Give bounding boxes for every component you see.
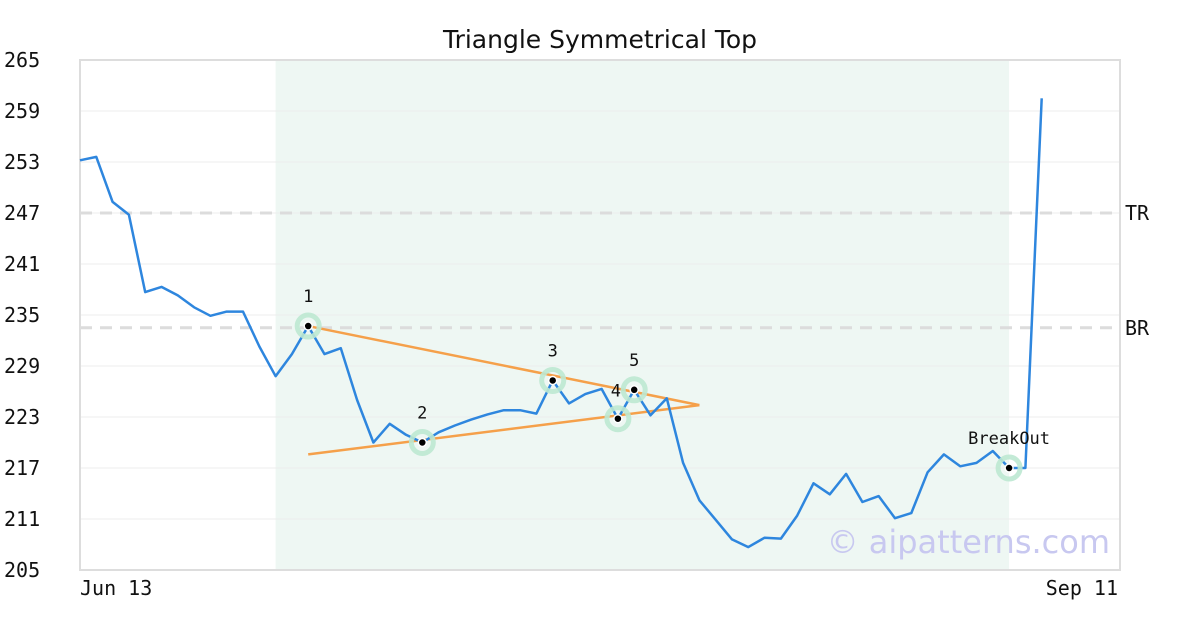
pattern-point-ring (539, 366, 567, 394)
y-tick-label: 247 (4, 201, 40, 225)
pattern-point-marker (629, 385, 639, 395)
pattern-point-ring (995, 454, 1023, 482)
pattern-point-label: 4 (611, 382, 621, 402)
pattern-point-label: 3 (548, 341, 558, 361)
pattern-point-label: 2 (417, 404, 427, 424)
pattern-point-marker (547, 375, 558, 386)
x-tick-label: Jun 13 (80, 576, 152, 600)
pattern-point-label: 1 (303, 287, 313, 307)
y-tick-label: 211 (4, 507, 40, 531)
y-tick-label: 265 (4, 48, 40, 72)
y-tick-label: 259 (4, 99, 40, 123)
y-tick-label: 253 (4, 150, 40, 174)
triangle-trendline (308, 403, 700, 456)
level-label: BR (1125, 316, 1150, 340)
y-tick-label: 205 (4, 558, 40, 582)
pattern-point-marker (613, 413, 623, 424)
y-tick-label: 223 (4, 405, 40, 429)
pattern-point-ring (620, 376, 648, 404)
pattern-point-marker (417, 437, 428, 448)
price-series-line (79, 98, 1043, 549)
pattern-point-marker (1004, 463, 1014, 473)
pattern-point-ring (408, 429, 436, 456)
plot-frame (79, 59, 1121, 571)
pattern-point-ring (604, 405, 632, 433)
level-label: TR (1125, 201, 1150, 225)
watermark-text: © aipatterns.com (827, 523, 1110, 561)
pattern-point-marker (303, 321, 313, 331)
pattern-point-label: 5 (629, 351, 639, 371)
pattern-point-ring (294, 312, 322, 340)
pattern-point-label: BreakOut (968, 429, 1050, 449)
y-tick-label: 235 (4, 303, 40, 327)
chart-title: Triangle Symmetrical Top (442, 25, 757, 54)
y-tick-label: 229 (4, 354, 40, 378)
y-tick-label: 217 (4, 456, 40, 480)
x-tick-label: Sep 11 (1046, 576, 1118, 600)
y-tick-label: 241 (4, 252, 40, 276)
